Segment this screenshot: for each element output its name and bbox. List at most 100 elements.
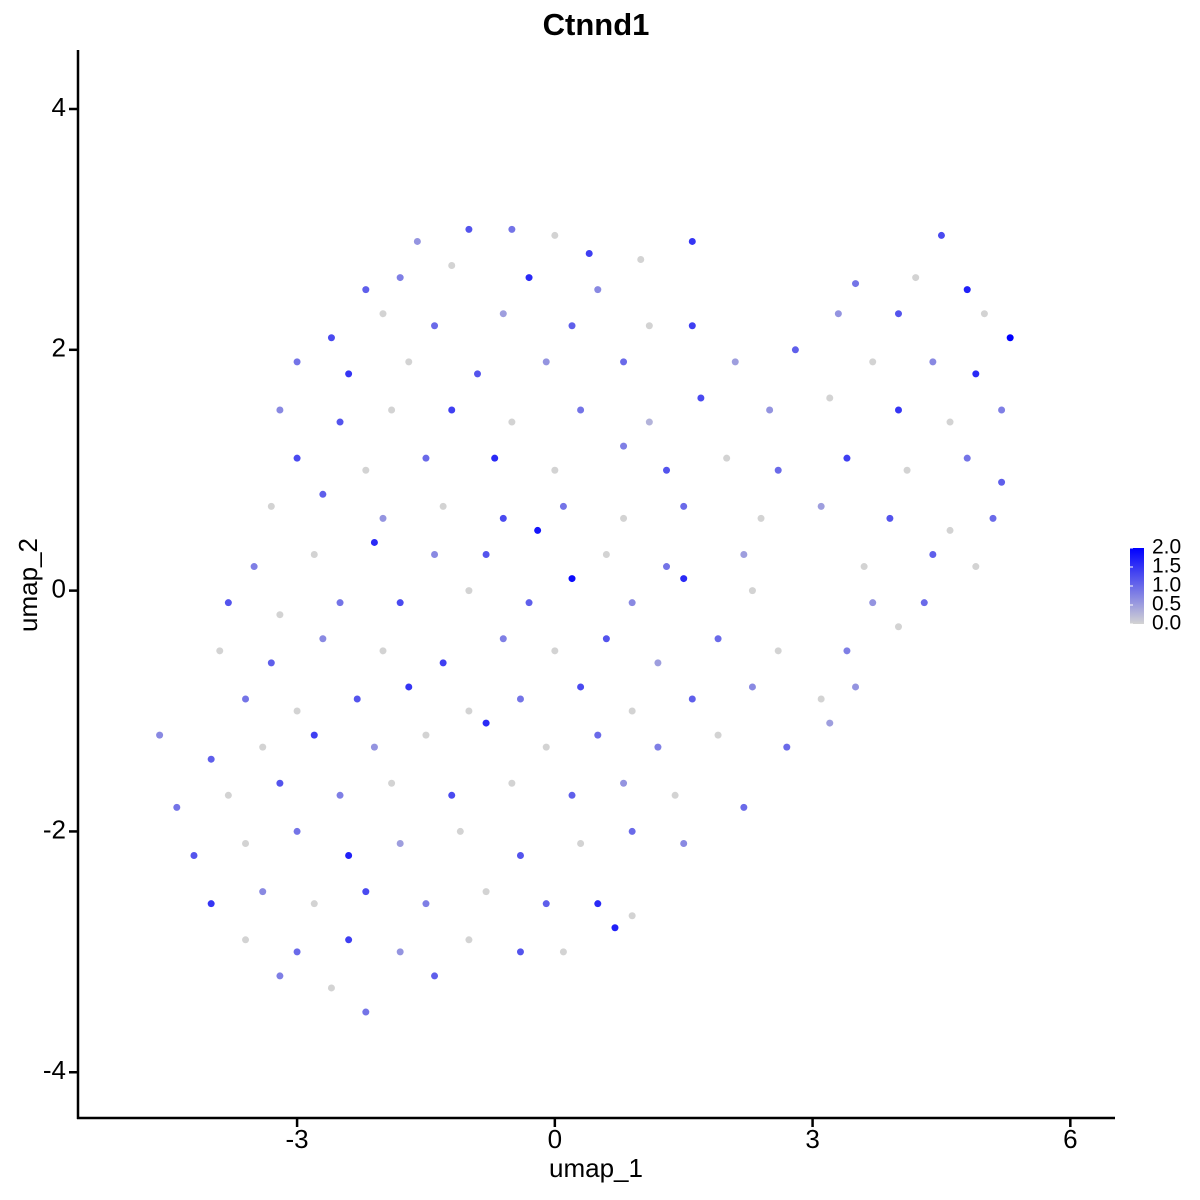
- point: [439, 502, 447, 510]
- point: [362, 888, 370, 896]
- point: [826, 719, 834, 727]
- point: [250, 563, 258, 571]
- point: [843, 647, 851, 655]
- point: [852, 280, 860, 288]
- point: [448, 406, 456, 414]
- point: [431, 551, 439, 559]
- point: [499, 635, 507, 643]
- point: [525, 599, 533, 607]
- point: [327, 984, 335, 992]
- point: [370, 743, 378, 751]
- point: [774, 466, 782, 474]
- y-tick-label: 2: [52, 333, 66, 363]
- x-tick-label: 6: [1063, 1124, 1077, 1154]
- point: [345, 852, 353, 860]
- y-tick-label: -2: [43, 814, 66, 844]
- point: [542, 358, 550, 366]
- point: [173, 803, 181, 811]
- point: [516, 852, 524, 860]
- point: [645, 322, 653, 330]
- point: [310, 731, 318, 739]
- point: [714, 731, 722, 739]
- point: [242, 936, 250, 944]
- point: [267, 659, 275, 667]
- point: [353, 695, 361, 703]
- point: [774, 647, 782, 655]
- point: [611, 924, 619, 932]
- colorbar-tick-label: 1.5: [1152, 555, 1181, 578]
- point: [156, 731, 164, 739]
- point: [439, 659, 447, 667]
- point: [929, 358, 937, 366]
- y-tick-label: 0: [52, 573, 66, 603]
- point: [293, 454, 301, 462]
- point: [293, 358, 301, 366]
- x-tick-label: 0: [548, 1124, 562, 1154]
- point: [998, 406, 1006, 414]
- point: [946, 526, 954, 534]
- point: [817, 695, 825, 703]
- y-axis-label: umap_2: [13, 538, 43, 632]
- point: [259, 888, 267, 896]
- y-tick-label: 4: [52, 92, 66, 122]
- point: [671, 791, 679, 799]
- colorbar-tick-label: 1.0: [1152, 574, 1181, 597]
- point: [628, 912, 636, 920]
- point: [259, 743, 267, 751]
- point: [276, 611, 284, 619]
- point: [362, 1008, 370, 1016]
- point: [568, 322, 576, 330]
- point: [216, 647, 224, 655]
- point: [963, 454, 971, 462]
- point: [242, 695, 250, 703]
- point: [525, 274, 533, 282]
- colorbar-tick-label: 2.0: [1152, 536, 1181, 559]
- point: [748, 683, 756, 691]
- point: [465, 225, 473, 233]
- point: [336, 791, 344, 799]
- point: [602, 551, 610, 559]
- point: [379, 647, 387, 655]
- point: [293, 707, 301, 715]
- point: [482, 719, 490, 727]
- point: [998, 478, 1006, 486]
- point: [602, 635, 610, 643]
- point: [843, 454, 851, 462]
- point: [448, 791, 456, 799]
- point: [551, 231, 559, 239]
- point: [405, 683, 413, 691]
- point: [946, 418, 954, 426]
- point: [267, 502, 275, 510]
- point: [860, 563, 868, 571]
- point: [594, 900, 602, 908]
- point: [577, 839, 585, 847]
- x-tick-label: 3: [805, 1124, 819, 1154]
- point: [594, 286, 602, 294]
- point: [293, 827, 301, 835]
- point: [388, 406, 396, 414]
- point: [688, 695, 696, 703]
- point: [336, 418, 344, 426]
- point: [534, 526, 542, 534]
- point: [1006, 334, 1014, 342]
- point: [224, 599, 232, 607]
- point: [276, 406, 284, 414]
- point: [516, 695, 524, 703]
- point: [834, 310, 842, 318]
- point: [242, 839, 250, 847]
- point: [688, 237, 696, 245]
- point: [920, 599, 928, 607]
- point: [465, 587, 473, 595]
- colorbar-tick-label: 0.5: [1152, 593, 1181, 616]
- point: [663, 563, 671, 571]
- point: [791, 346, 799, 354]
- point: [422, 731, 430, 739]
- point: [508, 779, 516, 787]
- point: [568, 791, 576, 799]
- point: [431, 972, 439, 980]
- point: [396, 274, 404, 282]
- point: [431, 322, 439, 330]
- point: [190, 852, 198, 860]
